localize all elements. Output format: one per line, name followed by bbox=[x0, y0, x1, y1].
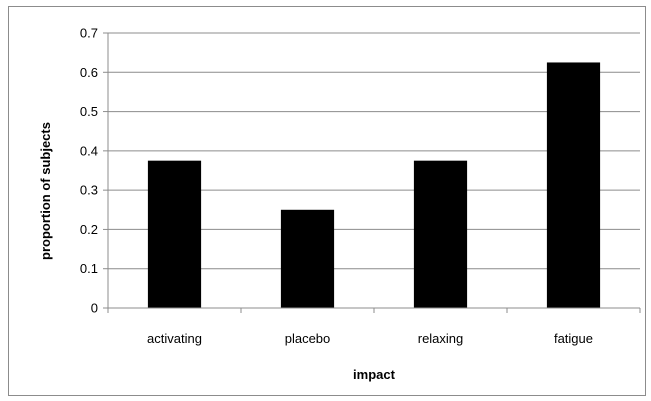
y-tick-label: 0.2 bbox=[80, 222, 98, 237]
y-tick-label: 0.1 bbox=[80, 261, 98, 276]
bar-fatigue bbox=[546, 62, 601, 308]
x-axis-title: impact bbox=[353, 367, 396, 382]
bars bbox=[147, 62, 601, 308]
x-tick-label: placebo bbox=[285, 331, 331, 346]
x-tick-label: relaxing bbox=[418, 331, 464, 346]
y-tick-labels: 0 0.1 0.2 0.3 0.4 0.5 0.6 0.7 bbox=[80, 26, 98, 316]
y-tick-label: 0.4 bbox=[80, 143, 98, 158]
x-tick-label: fatigue bbox=[554, 331, 593, 346]
bar-activating bbox=[147, 160, 202, 308]
bar-relaxing bbox=[413, 160, 468, 308]
x-tick-label: activating bbox=[147, 331, 202, 346]
y-tick-label: 0.7 bbox=[80, 26, 98, 41]
y-axis-title: proportion of subjects bbox=[38, 122, 53, 260]
axes bbox=[103, 32, 641, 313]
bar-placebo bbox=[280, 209, 335, 308]
y-tick-label: 0.5 bbox=[80, 104, 98, 119]
y-tick-label: 0.6 bbox=[80, 65, 98, 80]
chart-frame bbox=[8, 6, 646, 396]
x-tick-labels: activating placebo relaxing fatigue bbox=[147, 331, 593, 346]
y-tick-label: 0.3 bbox=[80, 183, 98, 198]
y-tick-label: 0 bbox=[91, 301, 98, 316]
